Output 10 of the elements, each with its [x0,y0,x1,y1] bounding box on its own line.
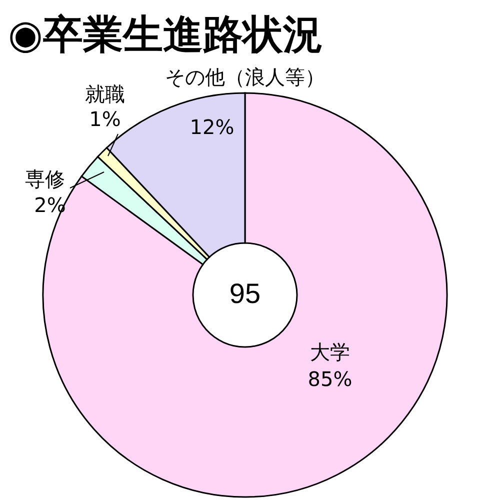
chart-title: ◉卒業生進路状況 [8,12,323,58]
data-label: 85% [308,367,352,391]
data-label: 1% [89,107,121,131]
slice-label: その他（浪人等） [165,65,325,89]
slice-label: 専修 [25,167,65,191]
data-label: 12% [190,115,234,139]
slice-label: 大学 [310,340,350,364]
data-label: 2% [34,193,66,217]
text: 95 [229,278,261,309]
slice-label: 就職 [85,82,125,106]
